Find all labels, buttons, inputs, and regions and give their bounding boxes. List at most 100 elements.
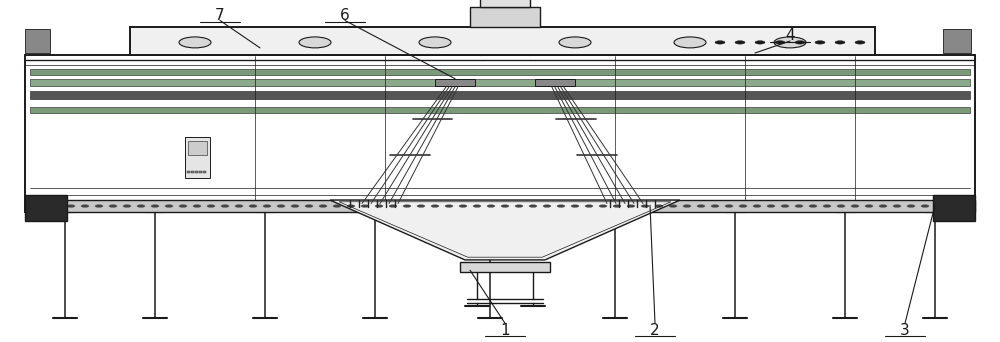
- Circle shape: [851, 205, 859, 207]
- Circle shape: [781, 205, 789, 207]
- Bar: [30, 107, 970, 113]
- Circle shape: [683, 205, 691, 207]
- Circle shape: [529, 205, 537, 207]
- Circle shape: [715, 41, 725, 44]
- Circle shape: [641, 205, 649, 207]
- Circle shape: [179, 205, 187, 207]
- Circle shape: [95, 205, 103, 207]
- Circle shape: [53, 205, 61, 207]
- Bar: [30, 91, 970, 99]
- Circle shape: [907, 205, 915, 207]
- Circle shape: [137, 205, 145, 207]
- Bar: [943, 29, 971, 53]
- Circle shape: [389, 205, 397, 207]
- Circle shape: [725, 205, 733, 207]
- Circle shape: [767, 205, 775, 207]
- Circle shape: [697, 205, 705, 207]
- Text: 1: 1: [500, 323, 510, 338]
- Bar: [535, 79, 575, 86]
- Circle shape: [319, 205, 327, 207]
- Circle shape: [711, 205, 719, 207]
- Circle shape: [823, 205, 831, 207]
- Circle shape: [809, 205, 817, 207]
- Circle shape: [795, 205, 803, 207]
- Bar: [130, 27, 875, 55]
- Circle shape: [735, 41, 745, 44]
- Circle shape: [674, 37, 706, 48]
- Circle shape: [299, 37, 331, 48]
- Circle shape: [417, 205, 425, 207]
- Bar: [30, 69, 970, 75]
- Text: 4: 4: [785, 28, 795, 43]
- Circle shape: [221, 205, 229, 207]
- Circle shape: [571, 205, 579, 207]
- Circle shape: [627, 205, 635, 207]
- Bar: [188, 141, 207, 155]
- Circle shape: [277, 205, 285, 207]
- Circle shape: [775, 41, 785, 44]
- Bar: [460, 262, 550, 272]
- Circle shape: [193, 205, 201, 207]
- Bar: [191, 171, 194, 173]
- Circle shape: [347, 205, 355, 207]
- Circle shape: [235, 205, 243, 207]
- Circle shape: [123, 205, 131, 207]
- Circle shape: [501, 205, 509, 207]
- Circle shape: [753, 205, 761, 207]
- Circle shape: [559, 37, 591, 48]
- Circle shape: [403, 205, 411, 207]
- Circle shape: [165, 205, 173, 207]
- Bar: [187, 171, 190, 173]
- Circle shape: [755, 41, 765, 44]
- Bar: [25, 55, 975, 212]
- Circle shape: [291, 205, 299, 207]
- Circle shape: [669, 205, 677, 207]
- Bar: [195, 171, 198, 173]
- Bar: [480, 0, 530, 7]
- Circle shape: [361, 205, 369, 207]
- Circle shape: [557, 205, 565, 207]
- Bar: [185, 137, 210, 178]
- Circle shape: [419, 37, 451, 48]
- Circle shape: [487, 205, 495, 207]
- Bar: [30, 79, 970, 86]
- Circle shape: [431, 205, 439, 207]
- Bar: [25, 195, 67, 221]
- Circle shape: [39, 205, 47, 207]
- Text: 3: 3: [900, 323, 910, 338]
- Circle shape: [179, 37, 211, 48]
- Circle shape: [81, 205, 89, 207]
- Circle shape: [515, 205, 523, 207]
- Circle shape: [207, 205, 215, 207]
- Circle shape: [445, 205, 453, 207]
- Circle shape: [263, 205, 271, 207]
- Circle shape: [67, 205, 75, 207]
- Bar: [933, 195, 975, 221]
- Circle shape: [893, 205, 901, 207]
- Circle shape: [613, 205, 621, 207]
- Bar: [25, 29, 50, 53]
- Circle shape: [739, 205, 747, 207]
- Text: 6: 6: [340, 8, 350, 23]
- Circle shape: [375, 205, 383, 207]
- Circle shape: [815, 41, 825, 44]
- Circle shape: [305, 205, 313, 207]
- Circle shape: [865, 205, 873, 207]
- Circle shape: [655, 205, 663, 207]
- Circle shape: [473, 205, 481, 207]
- Circle shape: [795, 41, 805, 44]
- Bar: [199, 171, 202, 173]
- Circle shape: [109, 205, 117, 207]
- Circle shape: [543, 205, 551, 207]
- Text: 7: 7: [215, 8, 225, 23]
- Circle shape: [585, 205, 593, 207]
- Circle shape: [879, 205, 887, 207]
- Circle shape: [921, 205, 929, 207]
- Circle shape: [599, 205, 607, 207]
- Circle shape: [459, 205, 467, 207]
- Bar: [25, 200, 975, 212]
- Polygon shape: [330, 200, 680, 260]
- Text: 2: 2: [650, 323, 660, 338]
- Circle shape: [151, 205, 159, 207]
- Circle shape: [249, 205, 257, 207]
